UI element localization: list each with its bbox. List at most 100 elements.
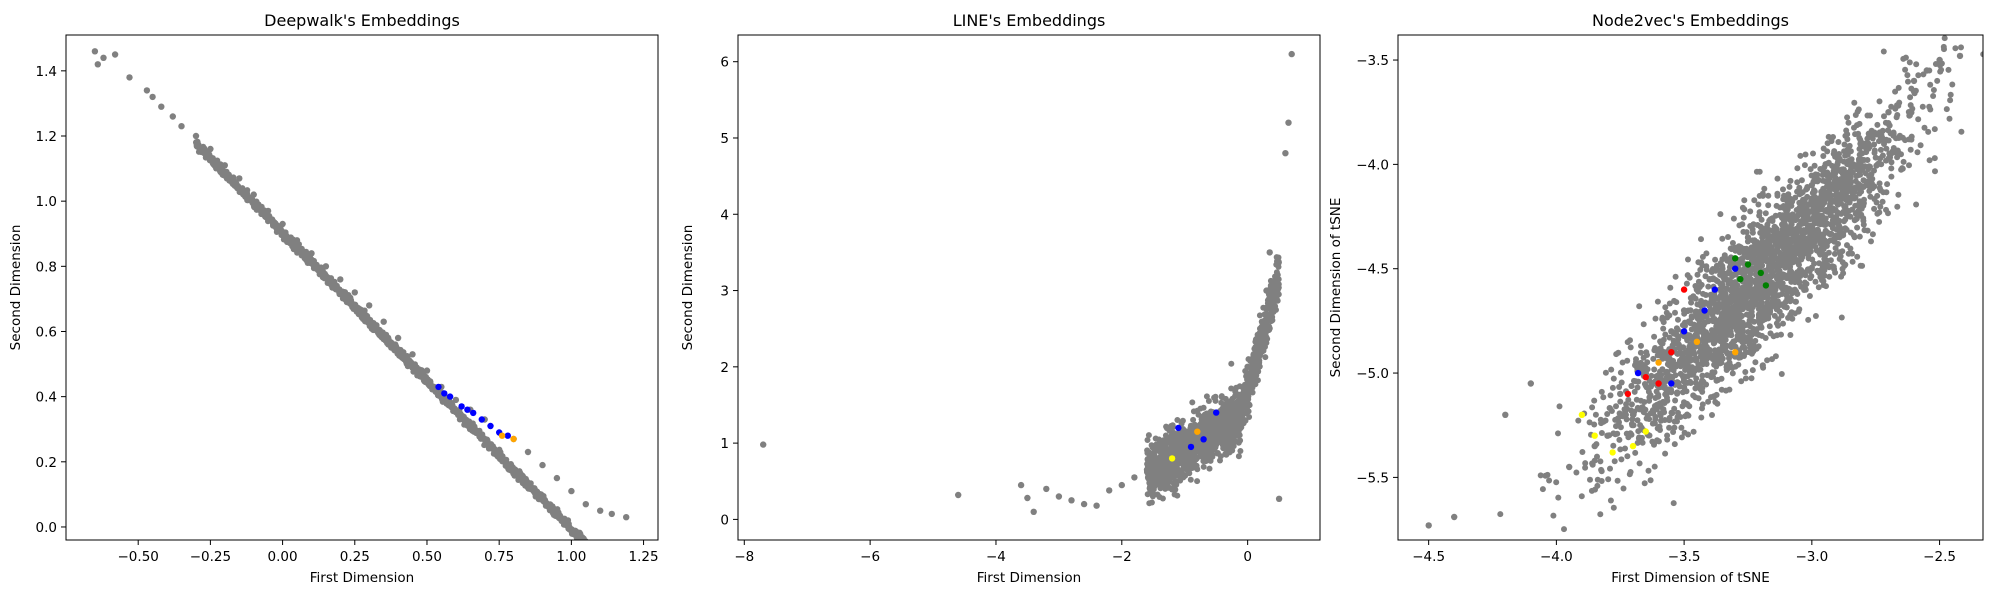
scatter-point [1213,409,1220,416]
scatter-point [596,553,602,559]
scatter-point [1651,463,1658,470]
scatter-points [1425,35,1983,533]
x-tick-label: −8 [734,549,754,565]
scatter-point [596,556,602,562]
scatter-point [608,562,614,568]
scatter-point [1229,395,1236,402]
scatter-point [1178,432,1185,439]
scatter-point [1227,427,1234,434]
scatter-point [587,544,593,550]
scatter-point [1160,473,1167,480]
scatter-point [245,197,251,204]
scatter-point [1915,72,1922,79]
scatter-point [1257,350,1264,357]
scatter-point [1785,296,1792,303]
scatter-point [1168,455,1176,462]
scatter-point [596,556,602,562]
scatter-point [1164,425,1170,432]
scatter-point [608,565,614,571]
scatter-point [397,350,404,356]
scatter-point [1666,334,1673,341]
scatter-point [1266,249,1273,256]
scatter-point [610,570,616,576]
axes-frame [65,34,659,541]
scatter-point [446,393,454,400]
scatter-point [1275,291,1282,298]
scatter-point [1194,428,1201,435]
scatter-point [1774,190,1781,197]
scatter-point [1831,148,1838,155]
scatter-point [1170,436,1177,442]
scatter-point [597,553,603,559]
scatter-point [143,87,151,94]
scatter-point [1206,420,1214,428]
scatter-point [1752,359,1759,366]
scatter-point [591,544,597,550]
scatter-point [1230,443,1237,450]
scatter-point [585,542,591,548]
scatter-point [1176,447,1183,454]
scatter-point [591,547,597,553]
scatter-point [1211,436,1218,443]
scatter-point [1856,146,1863,152]
scatter-point [589,547,595,553]
scatter-point [1631,388,1638,395]
scatter-point [598,555,604,561]
scatter-point [458,403,465,410]
scatter-point [1909,105,1916,112]
scatter-point [1288,50,1295,58]
scatter-point [1594,453,1600,460]
scatter-point [1859,150,1866,157]
scatter-point [1943,106,1950,113]
scatter-point [1852,112,1859,118]
scatter-point [1694,271,1701,278]
scatter-point [595,555,601,561]
scatter-point [1766,276,1772,282]
scatter-point [498,432,506,439]
scatter-point [601,559,607,565]
scatter-point [1181,439,1188,447]
scatter-point [91,48,99,55]
scatter-point [1232,422,1239,429]
scatter-point [606,566,612,572]
scatter-point [593,551,599,557]
scatter-point [591,549,597,555]
scatter-point [260,208,267,214]
scatter-point [1947,97,1954,104]
scatter-point [1807,166,1814,173]
scatter-point [1820,153,1827,159]
scatter-point [1272,273,1278,280]
scatter-point [318,264,325,271]
scatter-point [1618,456,1625,463]
scatter-point [1700,290,1706,297]
scatter-point [1237,437,1244,444]
scatter-point [1146,500,1153,507]
scatter-point [1153,467,1160,474]
scatter-point [1862,170,1869,177]
scatter-point [355,306,362,313]
scatter-point [1647,392,1654,399]
scatter-point [600,558,606,564]
scatter-point [1759,256,1766,263]
scatter-point [311,261,318,268]
scatter-point [387,340,394,347]
scatter-point [244,187,251,194]
scatter-point [1690,392,1697,399]
scatter-point [587,547,593,553]
scatter-point [602,564,608,570]
x-tick-label: −0.50 [118,549,159,565]
scatter-point [1213,417,1220,424]
scatter-point [586,544,592,550]
scatter-point [583,543,589,549]
scatter-point [446,400,453,407]
scatter-point [592,551,598,557]
scatter-point [1497,511,1504,518]
scatter-point [592,550,598,556]
scatter-point [1725,280,1732,287]
scatter-point [1200,413,1207,420]
scatter-point [1641,399,1648,405]
scatter-point [1251,375,1258,382]
scatter-point [603,562,609,568]
scatter-point [1152,435,1159,442]
